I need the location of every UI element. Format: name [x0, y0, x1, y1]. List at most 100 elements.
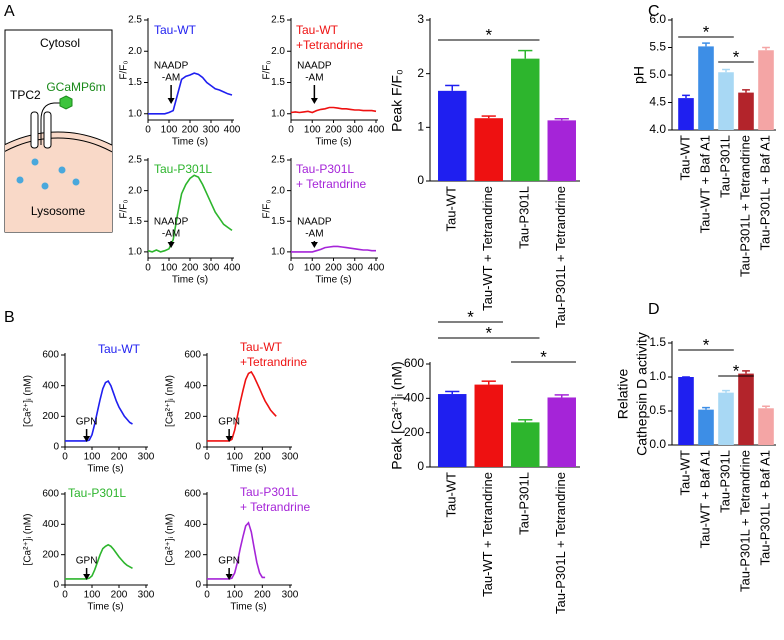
y-tick-label: 2.5 — [128, 15, 142, 26]
trace — [65, 380, 133, 442]
diagram: Cytosol GCaMP6m TPC2 Lysosome — [4, 29, 113, 233]
bar — [678, 98, 694, 130]
y-axis-label: Relative — [615, 369, 631, 420]
y-tick-label: 1.0 — [271, 247, 285, 258]
y-tick-label: 400 — [184, 380, 201, 391]
bar — [547, 397, 576, 467]
significance-label: * — [485, 25, 492, 44]
significance-label: * — [733, 47, 740, 66]
chart-title: +Tetrandrine — [296, 38, 363, 52]
y-axis-label: pH — [631, 66, 647, 84]
y-tick-label: 200 — [184, 549, 201, 560]
chart-title: Tau-WT — [98, 342, 141, 356]
x-tick-label: 0 — [204, 452, 210, 463]
y-tick-label: 0.5 — [649, 403, 666, 417]
y-tick-label: 1.0 — [649, 369, 666, 383]
y-axis-label: Peak F/F₀ — [389, 69, 405, 132]
y-tick-label: 0 — [417, 459, 424, 473]
y-tick-label: 1.0 — [271, 108, 285, 119]
y-tick-label: 400 — [184, 519, 201, 530]
trace — [207, 521, 266, 580]
x-tick-label: Tau-P301L + Baf A1 — [757, 450, 772, 566]
y-axis-label: Cathepsin D activity — [634, 332, 650, 456]
x-tick-label: Tau-P301L — [517, 472, 532, 535]
x-tick-label: 200 — [182, 125, 199, 136]
y-tick-label: 5.0 — [649, 67, 666, 81]
y-tick-label: 0 — [195, 442, 201, 453]
chart-title: Tau-P301L — [296, 162, 354, 176]
annotation: NAADP — [297, 217, 332, 228]
y-tick-label: 1.5 — [271, 77, 285, 88]
x-tick-label: Tau-P301L + Baf A1 — [757, 135, 772, 251]
x-tick-label: Tau-P301L — [517, 186, 532, 249]
y-axis-label: Peak [Ca²⁺]ᵢ (nM) — [389, 361, 405, 469]
x-tick-label: 100 — [304, 125, 321, 136]
diagram-label: Cytosol — [40, 36, 80, 50]
significance-label: * — [733, 361, 740, 380]
arrow-head — [225, 574, 233, 580]
y-tick-label: 0 — [417, 173, 424, 187]
y-tick-label: 600 — [184, 489, 201, 500]
trace — [207, 370, 277, 442]
x-tick-label: Tau-WT — [677, 450, 692, 496]
x-axis-label: Time (s) — [87, 602, 123, 613]
significance-label: * — [703, 22, 710, 41]
annotation: -AM — [305, 229, 323, 240]
x-tick-label: 0 — [62, 452, 68, 463]
x-tick-label: 300 — [282, 452, 299, 463]
chart-title: Tau-P301L — [240, 485, 298, 499]
y-tick-label: 0.0 — [649, 437, 666, 451]
x-axis-label: Time (s) — [230, 602, 266, 613]
arrow-head — [83, 436, 91, 442]
y-tick-label: 2.0 — [128, 46, 142, 57]
y-tick-label: 200 — [42, 549, 59, 560]
chart-title: + Tetrandrine — [240, 500, 310, 514]
arrow-head — [310, 242, 318, 248]
chart-title: Tau-WT — [240, 340, 283, 354]
y-tick-label: 600 — [42, 489, 59, 500]
x-tick-label: 100 — [226, 590, 243, 601]
sensor-icon — [59, 95, 73, 110]
annotation: -AM — [162, 73, 180, 84]
x-axis-label: Time (s) — [230, 464, 266, 475]
bar — [678, 377, 694, 445]
significance-label: * — [703, 335, 710, 354]
chart-title: Tau-WT — [154, 23, 197, 37]
x-tick-label: 100 — [304, 263, 321, 274]
ions — [16, 158, 80, 190]
x-tick-label: 100 — [161, 263, 178, 274]
x-tick-label: 100 — [226, 452, 243, 463]
bar — [511, 58, 540, 181]
trace — [291, 245, 376, 253]
arrow-head — [167, 242, 175, 248]
y-tick-label: 400 — [42, 380, 59, 391]
y-tick-label: 6.0 — [649, 12, 666, 26]
y-tick-label: 2.0 — [271, 185, 285, 196]
y-axis-label: F/F₀ — [119, 199, 130, 218]
x-tick-label: 0 — [145, 125, 151, 136]
y-tick-label: 1.0 — [128, 247, 142, 258]
x-tick-label: Tau-WT + Tetrandrine — [480, 472, 495, 597]
x-tick-label: 300 — [346, 125, 363, 136]
annotation: NAADP — [154, 61, 189, 72]
x-tick-label: 300 — [138, 590, 155, 601]
y-tick-label: 400 — [404, 391, 424, 405]
arrow-head — [83, 574, 91, 580]
y-tick-label: 0 — [195, 580, 201, 591]
bar — [738, 92, 754, 130]
x-tick-label: 400 — [368, 263, 385, 274]
x-tick-label: 300 — [203, 125, 220, 136]
bar — [438, 90, 467, 181]
channel-right — [43, 111, 52, 149]
y-axis-label: [Ca²⁺]ᵢ (nM) — [165, 375, 176, 427]
y-tick-label: 0 — [53, 580, 59, 591]
x-tick-label: 400 — [224, 125, 241, 136]
y-tick-label: 200 — [184, 411, 201, 422]
y-tick-label: 200 — [42, 411, 59, 422]
y-tick-label: 4.5 — [649, 95, 666, 109]
annotation: GPN — [76, 556, 98, 567]
x-tick-label: Tau-WT — [444, 472, 459, 518]
chart-title: Tau-P301L — [68, 486, 126, 500]
annotation: GPN — [218, 417, 240, 428]
bar — [738, 373, 754, 445]
